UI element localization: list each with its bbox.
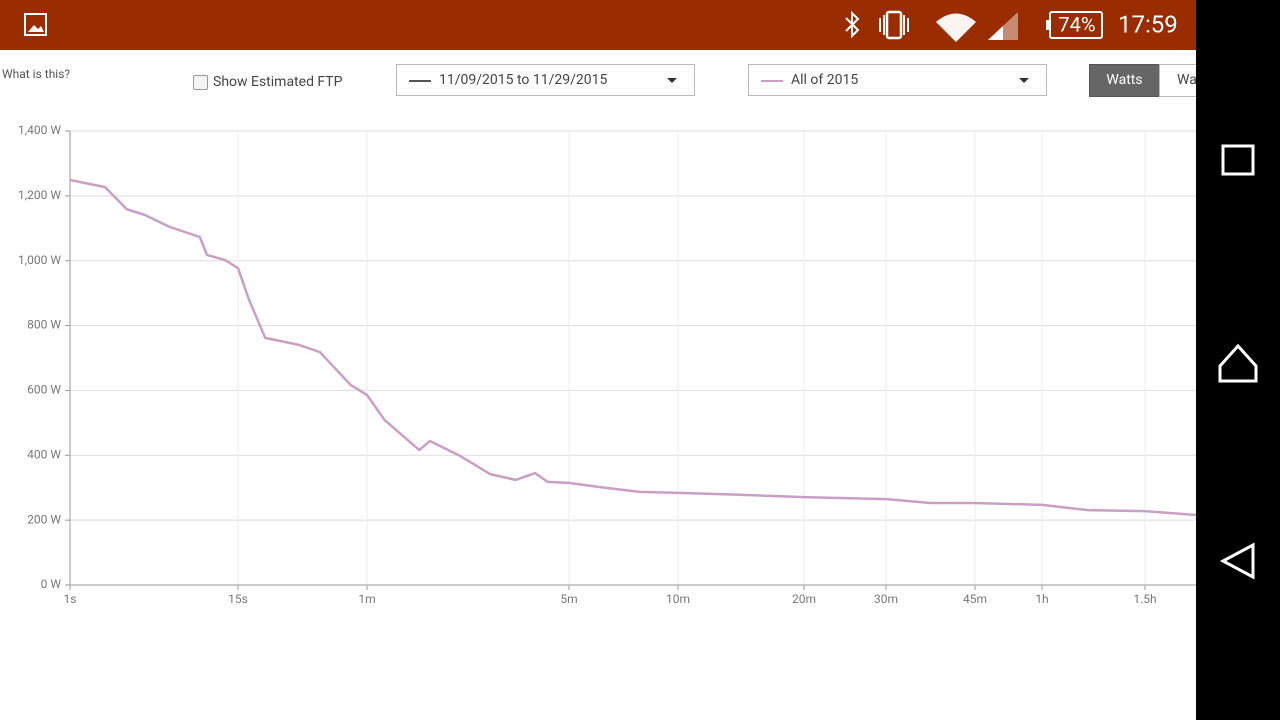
y-tick-label: 1,400 W xyxy=(18,123,61,137)
gallery-icon xyxy=(28,25,44,32)
recents-button[interactable] xyxy=(1221,144,1255,176)
x-tick-label: 20m xyxy=(792,592,816,606)
y-tick-label: 1,000 W xyxy=(18,253,61,267)
bluetooth-icon xyxy=(845,10,860,39)
legend-entry: All of 2015 xyxy=(791,72,859,88)
y-tick-label: 600 W xyxy=(27,383,61,397)
x-tick-label: 1m xyxy=(358,592,375,606)
y-tick-label: 1,200 W xyxy=(18,188,61,202)
series-line xyxy=(69,178,1196,517)
x-tick-label: 30m xyxy=(874,592,898,606)
vibrate-icon xyxy=(885,10,903,40)
dropdown-arrow xyxy=(667,78,677,83)
x-tick-label: 45m xyxy=(963,592,987,606)
wifi-icon xyxy=(936,13,976,42)
app: 0 W 200 W 400 W 600 W 800 W 1,000 W 1,200 W 1,4… xyxy=(2,64,1196,606)
x-tick-label: 15s xyxy=(228,592,248,606)
vibrate-icon xyxy=(879,15,909,35)
status-icons: 74% 17:59 xyxy=(24,10,1178,42)
back-button[interactable] xyxy=(1219,542,1255,580)
battery-level: 74% xyxy=(1058,12,1095,36)
compare-dropdown[interactable]: All of 2015 xyxy=(748,64,1047,96)
gallery-icon xyxy=(24,13,47,36)
chart: 0 W 200 W 400 W 600 W 800 W 1,000 W 1,200 W 1,4… xyxy=(18,123,1196,606)
nav-bar xyxy=(1196,0,1280,720)
nav-icons xyxy=(1218,144,1258,580)
x-tick-label: 1s xyxy=(64,592,77,606)
signal-icon xyxy=(988,26,1003,40)
home-button[interactable] xyxy=(1218,343,1258,383)
dropdown-arrow xyxy=(1019,78,1029,83)
y-tick-label: 400 W xyxy=(27,447,61,461)
clock: 17:59 xyxy=(1118,10,1178,38)
date-range-dropdown[interactable]: 11/09/2015 to 11/29/2015 xyxy=(396,64,695,96)
help-link[interactable]: What is this? xyxy=(2,67,71,81)
x-tick-label: 5m xyxy=(560,592,577,606)
status-bar: 74% 17:59 xyxy=(0,0,1196,50)
x-tick-label: 1h xyxy=(1035,592,1048,606)
y-tick-label: 0 W xyxy=(41,577,62,591)
unit-button[interactable]: Wa xyxy=(1159,64,1196,97)
battery-icon xyxy=(1046,20,1050,30)
legend-swatch xyxy=(409,80,431,82)
dropdown-text: 11/09/2015 to 11/29/2015 xyxy=(439,72,608,88)
ftp-checkbox[interactable] xyxy=(193,75,208,90)
legend-swatch xyxy=(761,80,783,82)
ftp-label[interactable]: Show Estimated FTP xyxy=(213,74,343,90)
watts-button[interactable]: Watts xyxy=(1089,64,1160,97)
y-tick-label: 200 W xyxy=(27,512,61,526)
x-tick-label: 10m xyxy=(666,592,690,606)
x-tick-label: 1.5h xyxy=(1133,592,1156,606)
y-tick-label: 800 W xyxy=(27,318,61,332)
